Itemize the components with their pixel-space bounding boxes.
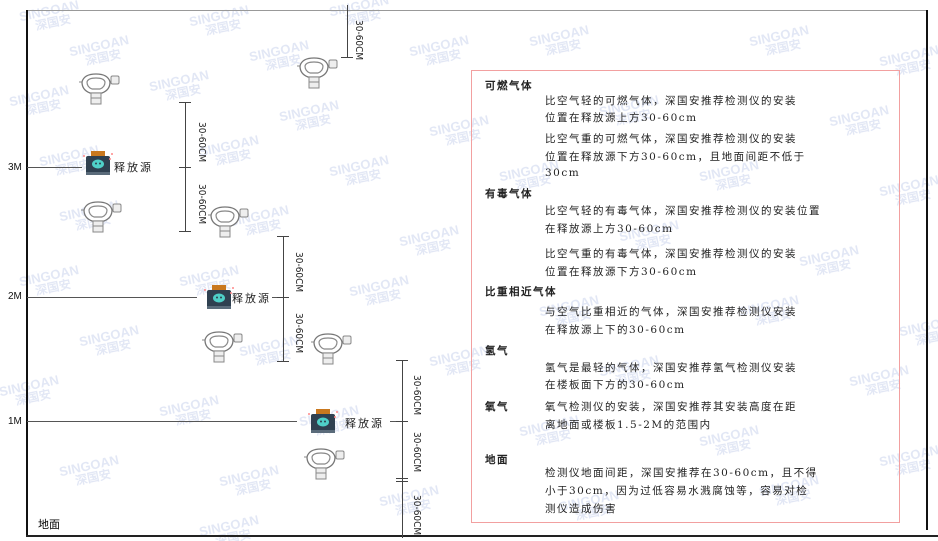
level-2m-label: 2M	[8, 291, 22, 302]
dimension-tick	[277, 361, 289, 362]
note-heading: 氢气	[485, 345, 509, 357]
note-text-line: 氧气检测仪的安装，深国安推荐其安装高度在距	[545, 401, 797, 413]
dimension-tick	[179, 167, 191, 168]
note-text-line: 氢气是最轻的气体，深国安推荐氢气检测仪安装	[545, 362, 797, 374]
dimension-tick	[396, 481, 408, 482]
dimension-label: 30-60CM	[293, 252, 304, 293]
release-source-3m	[83, 150, 113, 180]
gas-detector-icon	[80, 200, 122, 238]
level-3m-label: 3M	[8, 162, 22, 173]
level-3m-line	[27, 167, 82, 168]
dimension-label: 30-60CM	[196, 122, 207, 163]
note-heading: 有毒气体	[485, 188, 533, 200]
floor-label: 地面	[38, 518, 60, 531]
note-text-line: 在释放源上下的30-60cm	[545, 324, 686, 336]
note-heading: 比重相近气体	[485, 286, 557, 298]
gas-detector-icon	[78, 72, 120, 110]
gas-detector-icon	[201, 330, 243, 368]
note-text-line: 小于30cm，因为过低容易水溅腐蚀等，容易对检	[545, 485, 809, 497]
dimension-label: 30-60CM	[411, 495, 422, 536]
gas-detector-icon	[310, 332, 352, 370]
dimension-tick	[277, 236, 289, 237]
gas-detector-icon	[207, 205, 249, 243]
note-text-line: 比空气轻的可燃气体，深国安推荐检测仪的安装	[545, 95, 797, 107]
note-text-line: 比空气轻的有毒气体，深国安推荐检测仪的安装位置	[545, 205, 821, 217]
note-text-line: 与空气比重相近的气体，深国安推荐检测仪安装	[545, 306, 797, 318]
dimension-line	[402, 360, 403, 538]
dimension-tick	[396, 478, 408, 479]
level-1m-label: 1M	[8, 416, 22, 427]
note-text-line: 比空气重的可燃气体，深国安推荐检测仪的安装	[545, 133, 797, 145]
note-text-line: 位置在释放源下方30-60cm，且地面间距不低于	[545, 151, 806, 163]
level-2m-line	[27, 297, 197, 298]
dimension-label: 30-60CM	[411, 432, 422, 473]
note-text-line: 离地面或楼板1.5-2M的范围内	[545, 419, 712, 431]
dimension-line	[347, 5, 348, 58]
dimension-tick	[341, 57, 353, 58]
level-1m-line	[27, 421, 297, 422]
release-source-label: 释放源	[345, 417, 384, 430]
note-text-line: 位置在释放源上方30-60cm	[545, 112, 698, 124]
dimension-label: 30-60CM	[353, 20, 364, 61]
dimension-line	[283, 236, 284, 362]
note-text-line: 在楼板面下方的30-60cm	[545, 379, 686, 391]
note-text-line: 30cm	[545, 167, 581, 179]
floor-line	[26, 535, 938, 537]
gas-detector-icon	[296, 56, 338, 94]
dimension-tick	[179, 102, 191, 103]
note-text-line: 检测仪地面间距，深国安推荐在30-60cm，且不得	[545, 467, 818, 479]
dimension-label: 30-60CM	[411, 375, 422, 416]
dimension-label: 30-60CM	[196, 184, 207, 225]
left-wall	[26, 10, 28, 536]
dimension-tick	[277, 297, 289, 298]
note-heading: 可燃气体	[485, 80, 533, 92]
release-source-1m	[308, 408, 338, 438]
release-source-2m	[204, 284, 234, 314]
note-text-line: 比空气重的有毒气体，深国安推荐检测仪的安装	[545, 248, 797, 260]
release-source-label: 释放源	[114, 161, 153, 174]
gas-detector-icon	[303, 447, 345, 485]
installation-notes-box	[471, 70, 900, 523]
note-heading: 氧气	[485, 401, 509, 413]
release-source-label: 释放源	[232, 292, 271, 305]
note-text-line: 位置在释放源下方30-60cm	[545, 266, 698, 278]
dimension-tick	[396, 421, 408, 422]
note-text-line: 测仪造成伤害	[545, 503, 617, 515]
ceiling-line	[27, 10, 927, 11]
dimension-tick	[179, 231, 191, 232]
note-text-line: 在释放源上方30-60cm	[545, 223, 674, 235]
right-wall	[926, 10, 928, 530]
dimension-tick	[396, 360, 408, 361]
dimension-label: 30-60CM	[293, 313, 304, 354]
note-heading: 地面	[485, 454, 509, 466]
